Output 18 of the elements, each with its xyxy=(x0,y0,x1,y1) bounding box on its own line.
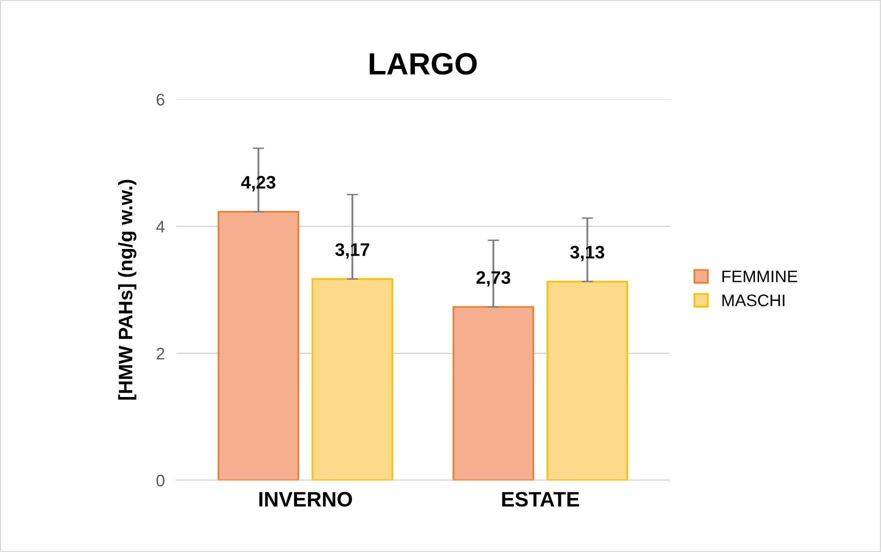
data-label: 2,73 xyxy=(476,271,510,287)
bar xyxy=(546,280,628,480)
bar xyxy=(218,210,300,480)
y-tick-label: 4 xyxy=(156,220,165,232)
bar xyxy=(452,306,534,480)
x-tick-label: INVERNO xyxy=(259,492,352,507)
y-tick-label: 2 xyxy=(156,348,164,360)
legend-label: MASCHI xyxy=(722,294,784,306)
y-axis-title: [HMW PAHs] (ng/g w.w.) xyxy=(118,180,136,400)
legend-label: FEMMINE xyxy=(722,270,798,282)
bar xyxy=(312,278,394,480)
y-tick-label: 0 xyxy=(156,474,164,486)
chart-title: LARGO xyxy=(370,53,477,75)
data-label: 4,23 xyxy=(241,176,276,192)
data-label: 3,17 xyxy=(335,243,370,259)
x-tick-label: ESTATE xyxy=(502,492,580,507)
y-tick-label: 6 xyxy=(156,94,164,106)
data-label: 3,13 xyxy=(570,246,604,262)
